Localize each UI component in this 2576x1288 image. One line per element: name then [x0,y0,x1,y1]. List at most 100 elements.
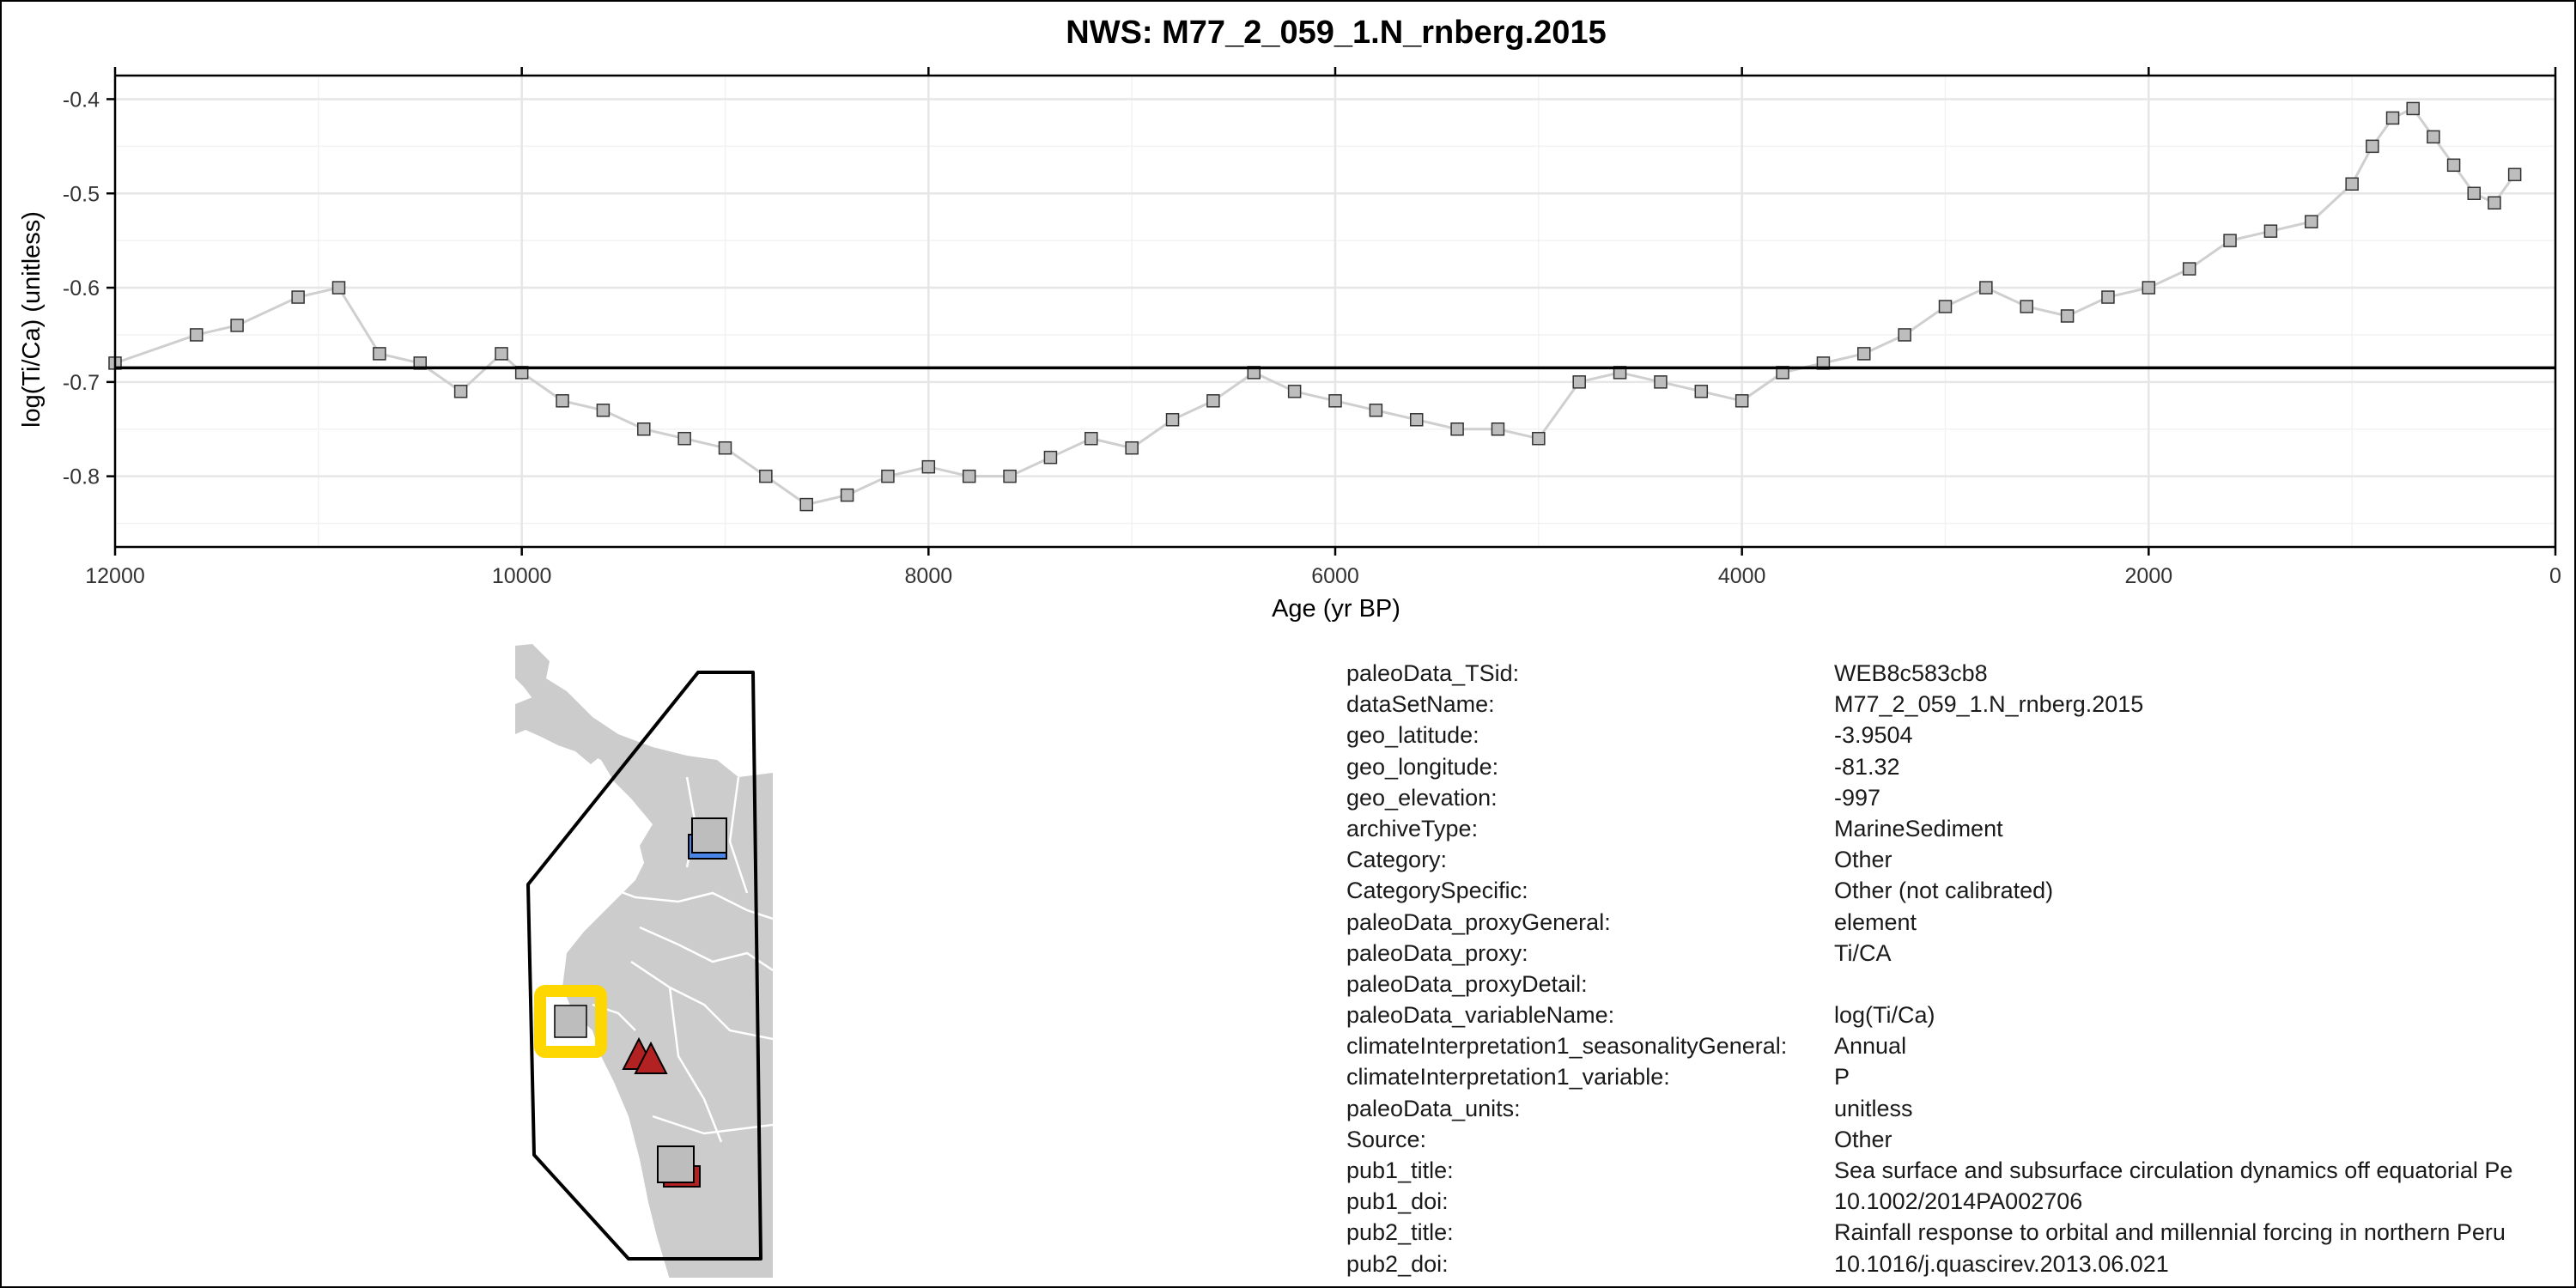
metadata-value: Other [1834,847,1893,873]
data-point [2467,186,2482,200]
data-point [1003,469,1017,483]
data-point [1165,413,1180,427]
data-point [495,347,508,361]
metadata-value: 10.1002/2014PA002706 [1834,1188,2083,1215]
metadata-key: paleoData_TSid: [1346,660,1520,686]
site-marker-square [657,1145,695,1183]
x-tick-label: 2000 [2125,564,2173,588]
data-point [2366,139,2379,154]
x-tick-label: 12000 [85,564,145,588]
series-line [114,106,2516,507]
metadata-value: Rainfall response to orbital and millenn… [1834,1219,2506,1246]
chart: NWS: M77_2_059_1.N_rnberg.2015 12000 1000… [18,15,2561,623]
metadata-key: pub1_doi: [1346,1188,1449,1215]
data-series [108,101,2522,512]
data-point [331,281,346,295]
metadata-key: paleoData_units: [1346,1095,1521,1121]
data-point [1287,385,1302,398]
metadata-value: P [1834,1064,1850,1091]
data-point [1450,422,1464,436]
search-region-polygon [526,671,762,1261]
metadata-value: log(Ti/Ca) [1834,1002,1935,1029]
data-point [1857,347,1871,361]
data-point [799,497,813,512]
metadata-key: CategorySpecific: [1346,878,1528,904]
site-marker-triangle [634,1041,668,1074]
y-tick-label: -0.8 [63,465,100,489]
site-marker-square [691,817,727,854]
metadata-value: unitless [1834,1095,1913,1121]
axes: 12000 10000 8000 6000 4000 2000 0 -0.4 -0.5 -0.6 -… [63,67,2561,588]
data-point [373,347,386,361]
data-point [921,459,936,474]
metadata-key: geo_elevation: [1346,784,1498,811]
location-map [515,644,773,1278]
data-point [2182,262,2196,276]
land-south-america [515,644,773,1278]
y-axis-label: log(Ti/Ca) (unitless) [18,211,46,428]
data-point [718,440,732,455]
x-tick-label: 8000 [905,564,953,588]
data-point [677,431,691,446]
data-point [1491,422,1505,436]
data-point [1979,281,1993,295]
metadata-value: Annual [1834,1033,1907,1060]
data-point [453,385,468,398]
metadata-key: paleoData_variableName: [1346,1002,1615,1029]
data-point [1572,375,1586,389]
x-axis-label: Age (yr BP) [1272,595,1400,623]
data-point [2060,309,2075,323]
data-point [1206,394,1220,408]
metadata-value: Other [1834,1126,1893,1152]
metadata-value: Ti/CA [1834,939,1892,966]
data-point [1654,375,1668,389]
metadata-key: Source: [1346,1126,1427,1152]
data-point [840,488,854,502]
data-point [1328,394,1342,408]
chart-title: NWS: M77_2_059_1.N_rnberg.2015 [1066,15,1606,51]
metadata-value: 10.1016/j.quascirev.2013.06.021 [1834,1250,2169,1277]
x-tick-label: 6000 [1311,564,1359,588]
data-point [1735,394,1749,408]
data-point [2488,196,2501,210]
y-tick-label: -0.5 [63,182,100,206]
x-tick-label: 4000 [1718,564,1766,588]
data-point [1694,385,1709,398]
data-point [2385,111,2400,125]
y-tick-label: -0.7 [63,371,100,395]
current-site-marker [554,1005,587,1038]
data-point [2263,224,2278,238]
data-point [2427,130,2440,144]
data-point [1084,431,1098,446]
data-point [2142,281,2156,295]
grid [113,76,2557,547]
current-site-highlight [534,985,607,1058]
data-point [1043,450,1058,465]
metadata-value: Sea surface and subsurface circulation d… [1834,1157,2513,1183]
data-point [189,328,204,342]
x-tick-label: 10000 [492,564,552,588]
data-point [2223,234,2237,247]
x-tick-label: 0 [2549,564,2561,588]
data-point [2406,101,2420,116]
metadata-value: Other (not calibrated) [1834,878,2054,904]
data-point [2101,290,2115,304]
data-point [1125,440,1139,455]
data-point [637,422,651,436]
data-point [1532,431,1546,446]
metadata-value: MarineSediment [1834,815,2003,841]
metadata-key: paleoData_proxyGeneral: [1346,908,1611,935]
metadata-value: WEB8c583cb8 [1834,660,1988,686]
metadata-value: -3.9504 [1834,722,1913,749]
metadata-key: climateInterpretation1_seasonalityGenera… [1346,1033,1788,1060]
data-point [1938,300,1953,313]
data-point [596,404,611,417]
metadata-key: climateInterpretation1_variable: [1346,1064,1670,1091]
y-tick-label: -0.4 [63,88,100,112]
metadata-key: paleoData_proxy: [1346,939,1528,966]
metadata-key: pub2_title: [1346,1219,1454,1246]
data-point [2305,215,2318,228]
data-point [1409,413,1424,427]
land-panama [515,697,601,764]
